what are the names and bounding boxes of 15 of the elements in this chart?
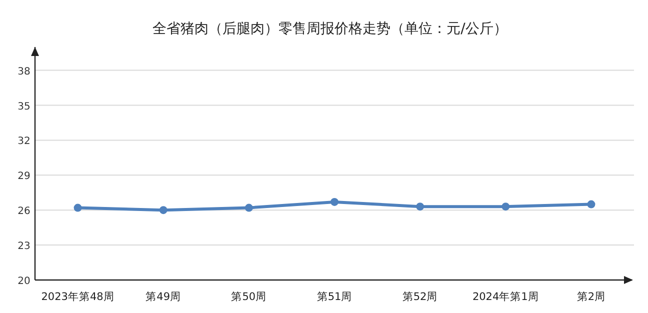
x-tick-label: 第52周 — [402, 291, 438, 303]
y-tick-label: 32 — [18, 136, 30, 148]
x-tick-label: 2024年第1周 — [472, 291, 539, 303]
y-tick-label: 35 — [18, 101, 30, 112]
y-tick-label: 38 — [18, 66, 30, 78]
x-tick-label: 第2周 — [576, 291, 606, 303]
x-tick-label: 第49周 — [146, 291, 182, 303]
x-tick-label: 2023年第48周 — [41, 291, 114, 303]
y-tick-label: 29 — [18, 171, 30, 182]
y-tick-label: 26 — [18, 206, 30, 218]
y-tick-label: 20 — [18, 276, 30, 287]
chart-title: 全省猪肉（后腿肉）零售周报价格走势（单位：元/公斤） — [152, 21, 508, 37]
x-tick-label: 第50周 — [231, 291, 267, 303]
x-tick-label: 第51周 — [316, 291, 352, 303]
y-tick-label: 23 — [18, 241, 30, 252]
